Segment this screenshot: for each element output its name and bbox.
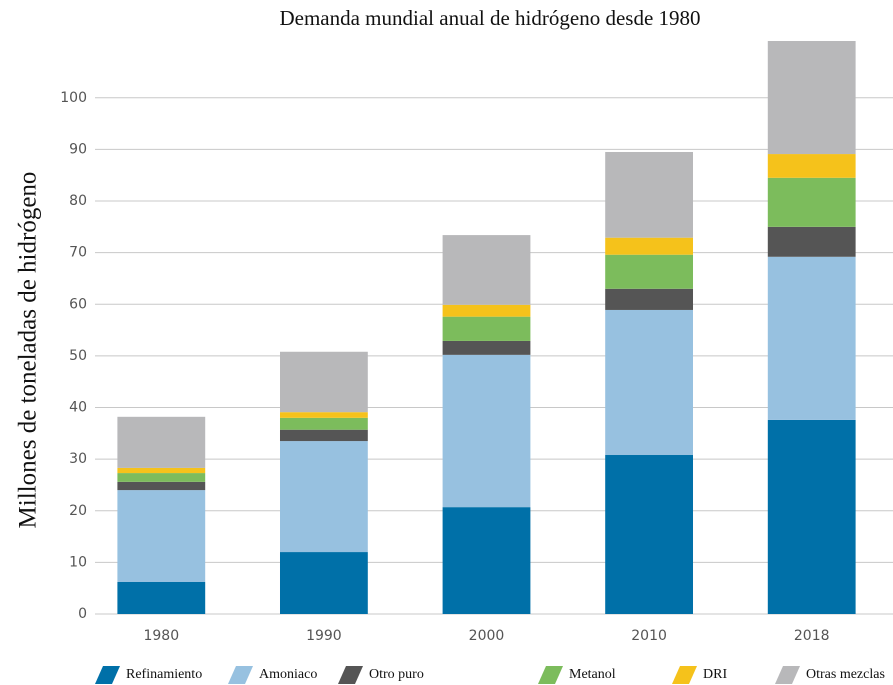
- x-tick-label: 1980: [143, 628, 179, 644]
- legend-swatch: [775, 666, 800, 684]
- legend-swatch: [228, 666, 253, 684]
- bar-segment: [279, 441, 368, 553]
- y-axis-label: Millones de toneladas de hidrógeno: [15, 172, 42, 529]
- legend-swatch: [95, 666, 120, 684]
- bar-segment: [117, 467, 206, 474]
- y-tick-label: 100: [60, 90, 87, 106]
- legend-label: DRI: [703, 667, 727, 682]
- bar-segment: [605, 151, 694, 238]
- bar-segment: [605, 237, 694, 255]
- bar-segment: [767, 419, 856, 614]
- bar-segment: [117, 473, 206, 482]
- bar-segment: [442, 304, 531, 317]
- y-tick-label: 60: [69, 296, 87, 312]
- legend-label: Metanol: [569, 667, 616, 682]
- bar-segment: [442, 507, 531, 614]
- bar-segment: [442, 340, 531, 355]
- bar-segment: [767, 41, 856, 155]
- bar-segment: [279, 351, 368, 413]
- legend-swatch: [338, 666, 363, 684]
- bar-segment: [442, 354, 531, 508]
- y-tick-label: 50: [69, 348, 87, 364]
- chart-title: Demanda mundial anual de hidrógeno desde…: [279, 6, 700, 30]
- bar-segment: [767, 177, 856, 227]
- y-tick-label: 20: [69, 503, 87, 519]
- bar-segment: [117, 481, 206, 491]
- y-tick-label: 30: [69, 451, 87, 467]
- bar-segment: [279, 412, 368, 418]
- legend-label: Amoniaco: [259, 667, 317, 682]
- y-tick-label: 90: [69, 141, 87, 157]
- bar-segment: [605, 455, 694, 614]
- bar-segment: [442, 235, 531, 305]
- legend-label: Otro puro: [369, 667, 424, 682]
- x-tick-label: 2018: [794, 628, 830, 644]
- y-tick-label: 0: [78, 606, 87, 622]
- bar-segment: [767, 226, 856, 257]
- bar-segment: [279, 417, 368, 430]
- bar-segment: [767, 256, 856, 420]
- bar-segment: [279, 429, 368, 442]
- bar-segment: [767, 154, 856, 178]
- legend-label: Refinamiento: [126, 667, 202, 682]
- bar-segment: [605, 309, 694, 456]
- y-tick-label: 70: [69, 245, 87, 261]
- y-tick-label: 10: [69, 554, 87, 570]
- bar-segment: [605, 254, 694, 289]
- bar-segment: [117, 490, 206, 582]
- legend-label: Otras mezclas: [806, 667, 885, 682]
- bar-segment: [605, 288, 694, 310]
- bar-segment: [442, 316, 531, 341]
- x-tick-label: 1990: [306, 628, 342, 644]
- legend-swatch: [672, 666, 697, 684]
- bar-segment: [117, 581, 206, 614]
- bar-segment: [117, 416, 206, 468]
- x-tick-label: 2010: [631, 628, 667, 644]
- y-tick-label: 40: [69, 400, 87, 416]
- x-tick-label: 2000: [469, 628, 505, 644]
- legend-swatch: [538, 666, 563, 684]
- y-tick-label: 80: [69, 193, 87, 209]
- bar-segment: [279, 552, 368, 614]
